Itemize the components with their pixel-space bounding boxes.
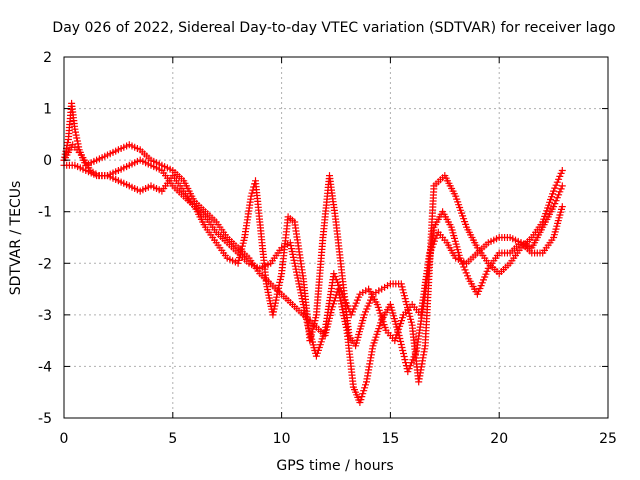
data-point — [344, 302, 351, 310]
chart-title: Day 026 of 2022, Sidereal Day-to-day VTE… — [52, 20, 615, 36]
y-tick-label: 2 — [43, 50, 52, 66]
data-series — [60, 99, 566, 406]
data-point — [397, 338, 405, 345]
data-point — [557, 185, 565, 193]
data-point — [461, 266, 469, 274]
data-point — [64, 139, 72, 146]
data-point — [558, 182, 566, 190]
data-point — [397, 341, 405, 348]
data-point — [360, 311, 368, 319]
data-point — [361, 384, 369, 392]
x-tick-label: 25 — [599, 431, 617, 447]
data-point — [464, 272, 471, 280]
y-axis-label: SDTVAR / TECUs — [8, 181, 24, 296]
data-point — [247, 192, 255, 200]
data-point — [406, 312, 414, 320]
y-tick-label: -3 — [38, 308, 52, 324]
data-point — [550, 187, 558, 195]
data-point — [552, 181, 560, 189]
data-point — [426, 249, 434, 257]
data-point — [399, 286, 407, 294]
x-axis-label: GPS time / hours — [276, 458, 393, 474]
x-tick-label: 15 — [381, 431, 399, 447]
data-point — [355, 293, 363, 301]
data-point — [352, 299, 360, 307]
data-point — [341, 296, 349, 304]
data-point — [331, 273, 339, 280]
data-point — [357, 396, 365, 404]
y-tick-label: 0 — [43, 153, 52, 169]
data-point — [555, 191, 563, 199]
data-point — [336, 294, 344, 302]
data-point — [365, 299, 373, 307]
y-tick-label: -5 — [38, 411, 52, 427]
data-point — [400, 350, 407, 357]
series-3 — [60, 141, 566, 360]
grid — [64, 57, 608, 418]
tick-labels: 0 5 10 15 20 25 -5 -4 -3 -2 -1 0 1 2 — [38, 50, 617, 447]
data-point — [339, 290, 346, 298]
data-point — [363, 305, 371, 313]
y-tick-label: -1 — [38, 205, 52, 221]
y-tick-label: 1 — [43, 102, 52, 118]
data-point — [402, 359, 410, 367]
data-point — [397, 280, 405, 288]
data-point — [558, 203, 566, 211]
data-point — [398, 344, 406, 351]
data-point — [552, 197, 560, 205]
x-tick-label: 20 — [490, 431, 508, 447]
data-point — [290, 256, 298, 264]
data-point — [550, 203, 558, 211]
data-point — [428, 243, 436, 251]
data-point — [400, 353, 408, 360]
data-point — [359, 390, 367, 398]
data-point — [556, 172, 564, 180]
data-point — [407, 318, 415, 326]
x-tick-label: 5 — [168, 431, 177, 447]
y-tick-label: -2 — [38, 256, 52, 272]
data-point — [270, 305, 278, 313]
data-point — [336, 284, 344, 292]
data-point — [401, 356, 409, 364]
y-tick-label: -4 — [38, 359, 52, 375]
data-point — [347, 311, 355, 319]
data-point — [396, 335, 404, 342]
series-1 — [60, 99, 566, 406]
data-point — [404, 368, 412, 376]
plot-frame — [63, 56, 609, 419]
data-point — [558, 167, 566, 174]
x-tick-label: 10 — [273, 431, 291, 447]
data-point — [334, 278, 342, 286]
data-point — [302, 312, 310, 320]
data-point — [431, 237, 438, 245]
data-point — [73, 134, 81, 142]
axis-ticks — [63, 56, 609, 419]
series-2 — [60, 161, 566, 386]
data-point — [401, 295, 409, 303]
x-tick-label: 0 — [60, 431, 69, 447]
data-point — [399, 347, 407, 354]
data-point — [350, 305, 358, 313]
data-point — [406, 362, 414, 370]
data-point — [339, 309, 347, 317]
